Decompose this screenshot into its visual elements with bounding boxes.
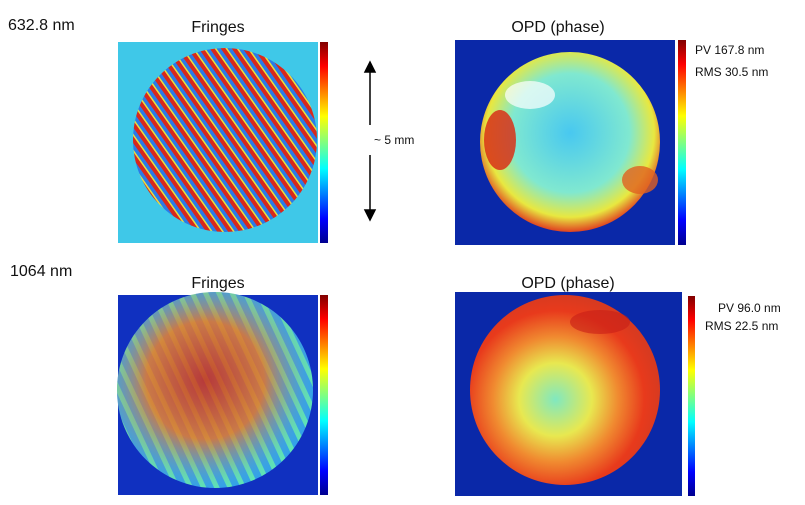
panel-title: Fringes (191, 19, 244, 36)
colorbar (678, 40, 686, 245)
wavelength-label: 632.8 nm (8, 17, 75, 34)
pv-label: PV 167.8 nm (695, 43, 764, 57)
panel-title: OPD (phase) (511, 19, 604, 36)
scale-label: ~ 5 mm (374, 133, 414, 147)
opd-image (455, 40, 675, 245)
opd-image (455, 292, 682, 496)
colorbar (320, 295, 328, 495)
rms-label: RMS 22.5 nm (705, 319, 778, 333)
panel-title: OPD (phase) (521, 275, 614, 292)
fringe-image (118, 42, 318, 243)
colorbar (688, 296, 695, 496)
colorbar (320, 42, 328, 243)
scale-arrow (363, 60, 377, 222)
wavelength-label: 1064 nm (10, 263, 72, 280)
pv-label: PV 96.0 nm (718, 301, 781, 315)
rms-label: RMS 30.5 nm (695, 65, 768, 79)
fringe-image (117, 292, 318, 495)
panel-title: Fringes (191, 275, 244, 292)
